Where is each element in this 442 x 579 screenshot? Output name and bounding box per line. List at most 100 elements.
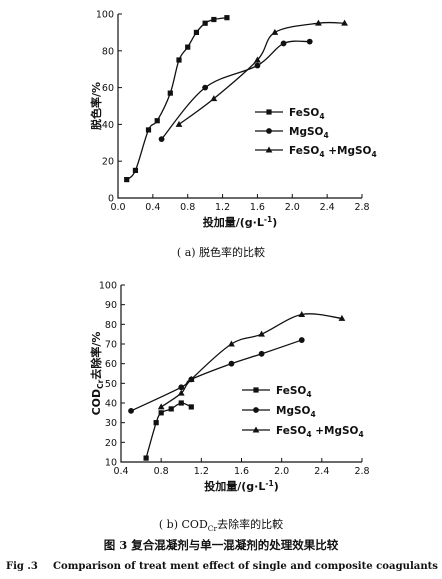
chart-a-caption: ( a) 脱色率的比較 [177,245,265,259]
x-tick-label: 0.8 [180,202,195,213]
series-line-triangle [160,313,342,408]
figure-title-en-prefix: Fig .3 [6,561,38,572]
data-point-square [176,57,182,63]
legend-entry-label: FeSO4 [289,107,325,121]
data-point-triangle [271,28,279,35]
data-point-square [132,167,139,173]
x-tick-label: 0.4 [145,202,160,213]
x-tick-label: 1.6 [234,466,249,477]
data-point-square [143,455,149,461]
data-point-square [178,400,184,406]
y-tick-label: 20 [102,157,114,168]
x-tick-label: 2.8 [354,466,369,477]
y-tick-label: 50 [105,379,117,390]
data-point-square [154,118,160,124]
y-tick-label: 80 [102,46,114,57]
data-point-triangle [177,389,185,396]
series-line-circle [130,339,302,412]
data-point-triangle [298,310,306,317]
figure-title-cn: 图 3 复合混凝剂与单一混凝剂的处理效果比较 [104,538,339,552]
data-point-triangle [175,120,183,127]
data-point-circle [158,136,165,143]
legend-marker-square [253,387,259,393]
data-point-circle [258,350,265,357]
data-point-square [188,404,194,410]
y-tick-label: 10 [105,458,117,469]
y-tick-label: 90 [105,300,117,311]
series-line-triangle [178,21,345,125]
data-point-triangle [228,340,235,347]
legend-entry-label: FeSO4 +MgSO4 [276,425,364,439]
data-point-square [202,20,208,26]
legend-marker-circle [266,128,272,134]
legend-entry-label: MgSO4 [276,405,316,419]
x-axis-label: 投加量/(g·L-1) [203,215,277,229]
data-point-triangle [315,19,322,26]
y-axis-label: CODCr去除率/% [89,332,105,416]
x-tick-label: 2.4 [314,466,329,477]
data-point-circle [254,62,261,69]
x-tick-label: 0.0 [110,202,125,213]
data-point-square [168,406,174,412]
x-tick-label: 1.6 [250,202,265,213]
legend-entry-label: MgSO4 [289,126,329,140]
data-point-square [153,420,159,426]
chart-b-caption: ( b) CODCr去除率的比較 [159,517,283,533]
y-tick-label: 30 [105,418,117,429]
chart-b-cod-removal: 0.4 0.8 1.2 1.6 2.0 2.4 2.8 10 20 30 40 50 60 70 80 90 1… [89,281,370,494]
x-tick-label: 2.8 [354,202,369,213]
figure-title-en: Comparison of treat ment effect of singl… [53,561,438,572]
legend-entry-label: FeSO4 +MgSO4 [289,145,377,159]
data-point-square [224,15,230,21]
y-tick-label: 100 [96,10,114,21]
y-tick-label: 20 [105,438,117,449]
legend-marker-square [266,109,272,115]
legend-marker-circle [253,407,259,413]
legend: FeSO4 MgSO4 FeSO4 +MgSO4 [242,385,364,439]
data-point-triangle [254,56,261,63]
data-point-square [193,29,200,35]
x-tick-label: 0.8 [154,466,169,477]
x-tick-label: 1.2 [194,466,209,477]
data-point-square [185,44,191,50]
data-point-circle [202,84,209,91]
data-point-circle [178,384,185,391]
x-tick-label: 2.0 [274,466,289,477]
data-point-circle [228,360,235,367]
data-point-circle [128,407,134,414]
legend-marker-triangle [265,146,273,153]
x-tick-label: 2.4 [320,202,335,213]
chart-a-decolorization: 0.0 0.4 0.8 1.2 1.6 2.0 2.4 2.8 0 20 40 60 80 100 投加量/… [89,10,377,230]
data-point-circle [306,38,313,45]
axes-frame [117,14,362,199]
data-point-square [124,177,130,183]
data-point-square [167,90,173,96]
x-axis-label: 投加量/(g·L-1) [204,479,278,493]
data-point-triangle [341,19,348,26]
x-tick-label: 2.0 [285,202,300,213]
y-tick-label: 60 [102,83,114,94]
y-tick-label: 40 [102,120,114,131]
data-point-circle [280,40,287,47]
y-tick-label: 60 [105,359,117,370]
y-tick-label: 0 [108,194,114,205]
legend-entry-label: FeSO4 [276,385,312,399]
data-point-triangle [157,403,165,410]
data-point-triangle [187,375,195,382]
x-tick-label: 0.4 [113,466,128,477]
x-tick-label: 1.2 [215,202,230,213]
data-point-triangle [338,314,346,321]
series-line-circle [161,40,310,140]
y-tick-label: 100 [99,281,117,292]
data-point-triangle [258,330,265,337]
y-tick-label: 80 [105,320,117,331]
data-point-square [211,16,217,23]
data-point-square [158,410,164,416]
y-tick-label: 40 [105,399,117,410]
data-point-square [145,127,152,133]
y-tick-label: 70 [105,340,117,351]
y-axis-label: 脱色率/% [89,82,103,130]
legend-marker-triangle [252,426,260,433]
data-point-circle [298,337,305,343]
